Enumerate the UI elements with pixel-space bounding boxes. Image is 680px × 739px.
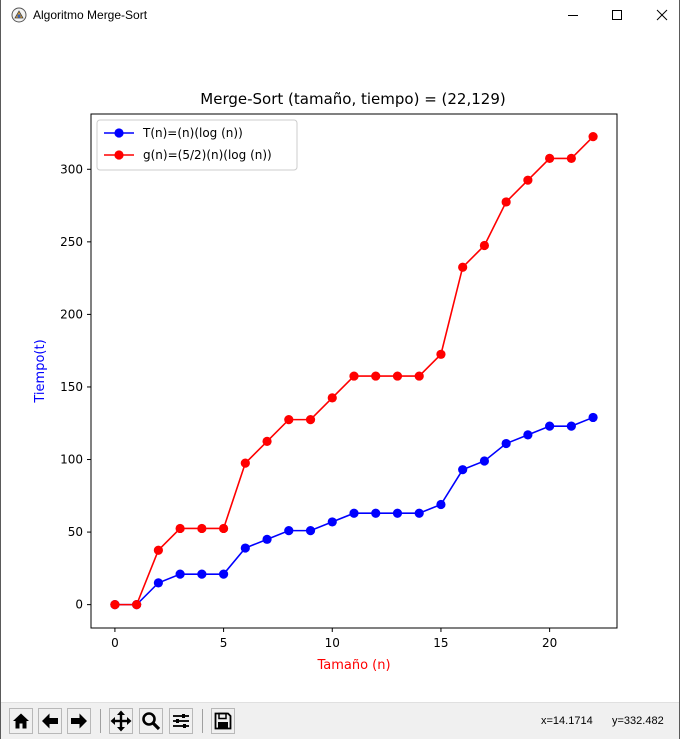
data-point bbox=[284, 526, 294, 536]
data-point bbox=[414, 508, 424, 518]
data-point bbox=[110, 600, 120, 610]
zoom-icon bbox=[142, 712, 161, 731]
data-point bbox=[436, 499, 446, 510]
y-tick-label: 300 bbox=[60, 162, 83, 176]
data-point bbox=[218, 523, 229, 534]
data-point bbox=[371, 371, 381, 381]
configure-subplots-icon bbox=[173, 714, 189, 728]
plot-area bbox=[90, 113, 618, 629]
data-point bbox=[501, 197, 511, 207]
x-tick-label: 5 bbox=[220, 636, 228, 650]
navigation-toolbar: x=14.1714 y=332.482 bbox=[1, 702, 679, 739]
data-point bbox=[153, 545, 163, 555]
series-1 bbox=[110, 412, 598, 610]
x-tick-label: 15 bbox=[433, 636, 448, 650]
figure-canvas[interactable]: Merge-Sort (tamaño, tiempo) = (22,129) 0… bbox=[1, 30, 679, 701]
zoom-button[interactable] bbox=[139, 708, 163, 734]
y-tick-label: 100 bbox=[60, 453, 83, 467]
home-icon bbox=[13, 713, 29, 729]
x-axis-label: Tamaño (n) bbox=[316, 658, 390, 673]
save-button[interactable] bbox=[211, 708, 235, 734]
data-point bbox=[349, 371, 359, 381]
maximize-icon bbox=[612, 10, 622, 20]
x-tick-label: 0 bbox=[111, 636, 119, 650]
minimize-button[interactable] bbox=[550, 0, 596, 30]
minimize-icon bbox=[568, 15, 578, 16]
data-point bbox=[240, 543, 250, 553]
toolbar-separator bbox=[202, 709, 203, 733]
data-point bbox=[327, 393, 337, 403]
data-point bbox=[588, 132, 598, 142]
close-button[interactable] bbox=[639, 0, 680, 30]
legend-marker bbox=[114, 150, 124, 160]
data-point bbox=[305, 526, 316, 536]
pan-button[interactable] bbox=[109, 708, 133, 734]
data-point bbox=[197, 523, 207, 534]
merge-sort-chart: Merge-Sort (tamaño, tiempo) = (22,129) 0… bbox=[33, 90, 618, 673]
app-icon bbox=[11, 7, 27, 23]
data-point bbox=[132, 600, 142, 610]
legend: T(n)=(n)(log (n)) g(n)=(5/2)(n)(log (n)) bbox=[96, 119, 298, 171]
legend-label: T(n)=(n)(log (n)) bbox=[142, 126, 243, 140]
back-button[interactable] bbox=[38, 708, 62, 734]
cursor-x-readout: x=14.1714 bbox=[541, 715, 593, 727]
data-point bbox=[240, 458, 250, 468]
data-point bbox=[175, 569, 185, 579]
data-point bbox=[392, 371, 403, 381]
data-point bbox=[545, 153, 555, 164]
maximize-button[interactable] bbox=[594, 0, 640, 30]
chart-title: Merge-Sort (tamaño, tiempo) = (22,129) bbox=[200, 90, 505, 108]
y-axis-label: Tiempo(t) bbox=[33, 339, 48, 403]
data-point bbox=[153, 578, 163, 588]
home-button[interactable] bbox=[9, 708, 33, 734]
window-title: Algoritmo Merge-Sort bbox=[33, 8, 148, 22]
data-point bbox=[458, 465, 468, 475]
data-point bbox=[436, 349, 446, 359]
data-point bbox=[371, 508, 381, 518]
data-point bbox=[305, 415, 316, 425]
title-bar[interactable]: Algoritmo Merge-Sort bbox=[1, 0, 679, 30]
data-point bbox=[479, 240, 490, 251]
data-point bbox=[414, 371, 424, 381]
data-point bbox=[545, 421, 555, 431]
save-icon bbox=[214, 712, 232, 730]
data-point bbox=[175, 523, 185, 534]
y-tick-label: 0 bbox=[75, 598, 83, 612]
toolbar-separator bbox=[100, 709, 101, 733]
forward-icon bbox=[71, 713, 87, 729]
data-point bbox=[349, 508, 359, 518]
y-tick-label: 200 bbox=[60, 307, 83, 321]
data-point bbox=[479, 456, 490, 466]
legend-label: g(n)=(5/2)(n)(log (n)) bbox=[143, 148, 272, 162]
data-point bbox=[284, 415, 294, 425]
data-point bbox=[327, 517, 337, 527]
data-point bbox=[523, 430, 533, 440]
x-tick-label: 10 bbox=[325, 636, 340, 650]
data-point bbox=[218, 569, 229, 579]
data-point bbox=[523, 175, 533, 185]
data-point bbox=[501, 438, 511, 449]
y-tick-label: 250 bbox=[60, 235, 83, 249]
data-point bbox=[197, 569, 207, 579]
series-2 bbox=[110, 132, 598, 610]
cursor-y-readout: y=332.482 bbox=[612, 715, 664, 727]
back-icon bbox=[42, 713, 58, 729]
forward-button[interactable] bbox=[67, 708, 91, 734]
configure-subplots-button[interactable] bbox=[169, 708, 193, 734]
data-point bbox=[262, 534, 272, 544]
data-point bbox=[566, 153, 576, 164]
legend-frame bbox=[96, 119, 298, 171]
close-icon bbox=[656, 9, 668, 21]
data-point bbox=[262, 436, 272, 446]
data-point bbox=[588, 412, 598, 423]
data-point bbox=[392, 508, 403, 518]
data-point bbox=[566, 421, 576, 431]
y-tick-label: 50 bbox=[68, 525, 83, 539]
data-point bbox=[458, 262, 468, 272]
legend-marker bbox=[114, 128, 124, 138]
x-tick-label: 20 bbox=[542, 636, 557, 650]
pan-icon bbox=[110, 710, 132, 732]
y-tick-label: 150 bbox=[60, 380, 83, 394]
